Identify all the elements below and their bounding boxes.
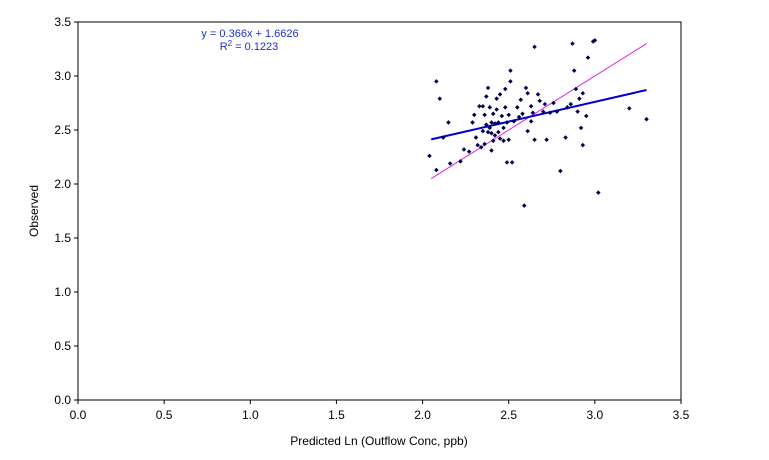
- data-point: [490, 111, 496, 117]
- y-tick-label: 2.5: [54, 123, 71, 137]
- y-axis-title: Observed: [27, 185, 41, 237]
- one-to-one-line: [430, 43, 647, 180]
- data-point: [437, 96, 443, 101]
- data-point: [446, 120, 451, 125]
- data-point: [504, 160, 510, 165]
- x-tick-label: 2.0: [414, 408, 431, 422]
- y-tick-label: 1.0: [54, 285, 71, 299]
- y-tick-label: 1.5: [54, 231, 71, 245]
- data-point: [440, 135, 446, 140]
- data-point: [487, 105, 493, 110]
- x-tick-label: 3.0: [587, 408, 604, 422]
- data-point: [482, 141, 487, 147]
- data-point: [470, 120, 475, 125]
- data-point: [492, 133, 498, 138]
- x-tick-label: 1.5: [328, 408, 345, 422]
- x-tick-label: 2.5: [500, 408, 517, 422]
- y-tick-label: 3.0: [54, 69, 71, 83]
- y-tick-label: 0.0: [54, 393, 71, 407]
- data-point: [475, 142, 480, 148]
- data-point: [458, 159, 463, 164]
- x-tick-label: 3.5: [673, 408, 690, 422]
- x-axis-title: Predicted Ln (Outflow Conc, ppb): [290, 434, 467, 448]
- data-point: [473, 135, 479, 140]
- data-point: [427, 153, 432, 159]
- trendline: [430, 89, 647, 141]
- y-tick-label: 0.5: [54, 339, 71, 353]
- y-tick-label: 3.5: [54, 15, 71, 29]
- data-point: [478, 145, 484, 150]
- fit-lines: [430, 43, 647, 180]
- trendline-equation: y = 0.366x + 1.6626: [201, 28, 298, 40]
- data-point: [466, 149, 472, 154]
- y-axis-ticks: 0.0 0.5 1.0 1.5 2.0 2.5 3.0 3.5: [54, 15, 78, 407]
- data-point: [499, 113, 505, 119]
- x-tick-label: 0.0: [70, 408, 87, 422]
- x-tick-label: 1.0: [242, 408, 259, 422]
- data-point: [447, 161, 453, 166]
- y-tick-label: 2.0: [54, 177, 71, 191]
- data-point: [490, 138, 496, 144]
- x-axis-ticks: 0.0 0.5 1.0 1.5 2.0 2.5 3.0 3.5: [70, 400, 690, 422]
- r-squared-label: R2 = 0.1223: [220, 39, 279, 53]
- data-point: [487, 125, 493, 131]
- x-tick-label: 0.5: [156, 408, 173, 422]
